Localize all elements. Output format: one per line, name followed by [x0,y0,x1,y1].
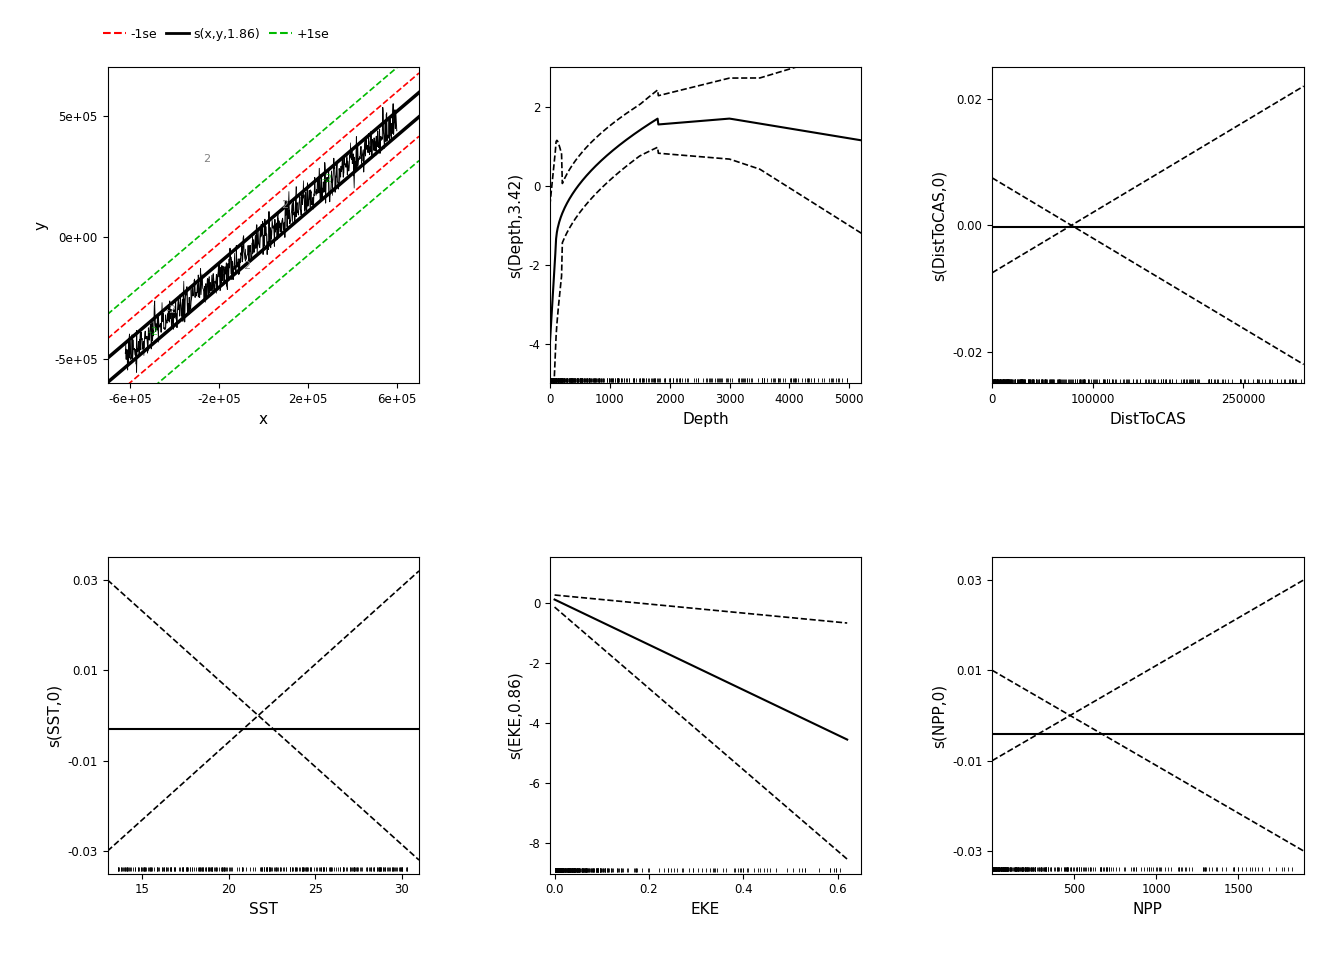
Text: 2: 2 [281,201,288,210]
X-axis label: SST: SST [249,901,278,917]
X-axis label: x: x [259,412,267,426]
Text: -2: -2 [165,305,176,315]
X-axis label: EKE: EKE [691,901,720,917]
Text: -2: -2 [321,174,332,183]
Y-axis label: s(SST,0): s(SST,0) [47,684,62,747]
Y-axis label: s(NPP,0): s(NPP,0) [931,684,946,748]
X-axis label: DistToCAS: DistToCAS [1110,412,1187,426]
Y-axis label: s(DistToCAS,0): s(DistToCAS,0) [931,170,946,281]
X-axis label: NPP: NPP [1133,901,1163,917]
Text: 2: 2 [203,154,210,164]
Y-axis label: y: y [34,221,48,229]
X-axis label: Depth: Depth [683,412,728,426]
Y-axis label: s(EKE,0.86): s(EKE,0.86) [508,672,523,759]
Legend: -1se, s(x,y,1.86), +1se: -1se, s(x,y,1.86), +1se [98,23,335,46]
Y-axis label: s(Depth,3.42): s(Depth,3.42) [508,173,523,277]
Text: -2: -2 [148,326,159,337]
Text: 2: 2 [243,261,250,271]
